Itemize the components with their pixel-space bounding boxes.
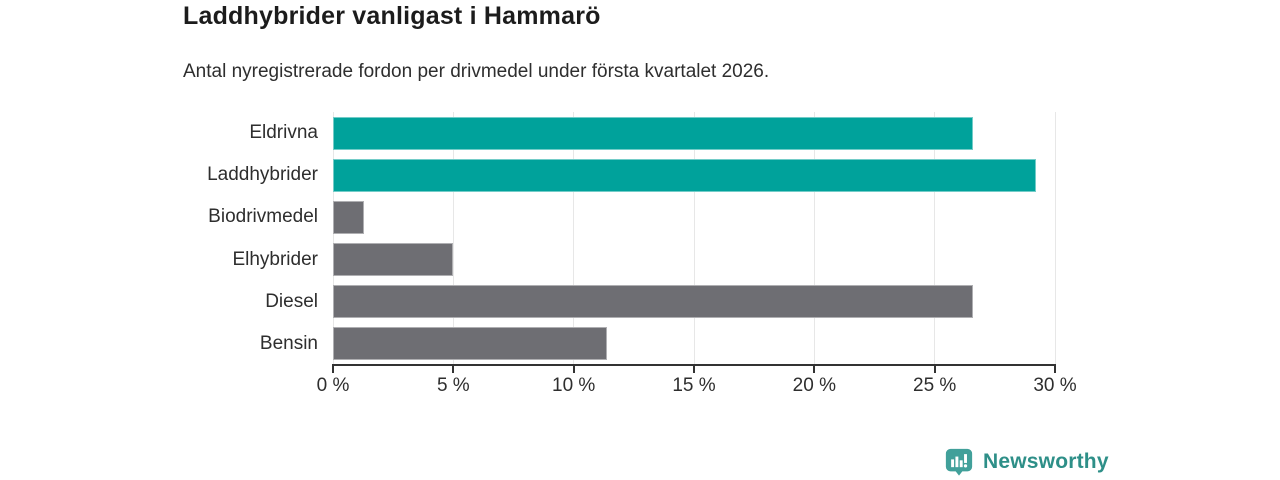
x-axis-line xyxy=(332,364,1056,366)
x-tick-label: 25 % xyxy=(913,375,957,396)
x-tick-label: 5 % xyxy=(436,375,470,396)
gridline xyxy=(934,112,936,364)
x-tick-label: 20 % xyxy=(792,375,836,396)
x-tick-label: 30 % xyxy=(1033,375,1077,396)
chart-title: Laddhybrider vanligast i Hammarö xyxy=(183,2,601,30)
x-tick-label: 15 % xyxy=(672,375,716,396)
category-label: Elhybrider xyxy=(232,248,318,270)
x-tick xyxy=(693,366,695,373)
x-tick xyxy=(572,366,575,373)
x-tick-label: 0 % xyxy=(316,375,350,396)
chart-subtitle: Antal nyregistrerade fordon per drivmede… xyxy=(183,61,770,82)
gridline xyxy=(1054,112,1056,364)
gridline xyxy=(452,112,454,364)
newsworthy-logo-text: Newsworthy xyxy=(983,450,1109,473)
bar-chart-badge-icon xyxy=(944,447,974,477)
gridline xyxy=(332,112,334,364)
category-label: Eldrivna xyxy=(249,122,318,144)
category-label: Laddhybrider xyxy=(207,164,318,186)
x-tick xyxy=(1054,366,1056,373)
bar xyxy=(333,200,365,234)
category-label: Bensin xyxy=(259,332,318,354)
bar xyxy=(333,116,974,150)
x-tick xyxy=(813,366,816,373)
bar xyxy=(333,243,454,277)
gridline xyxy=(693,112,695,364)
category-label: Diesel xyxy=(265,290,318,312)
x-tick xyxy=(332,366,334,373)
category-label: Biodrivmedel xyxy=(208,206,318,228)
x-tick xyxy=(452,366,455,373)
bar xyxy=(333,327,608,361)
gridline xyxy=(813,112,815,364)
bar xyxy=(333,285,974,319)
x-tick-label: 10 % xyxy=(552,375,596,396)
gridline xyxy=(573,112,575,364)
newsworthy-logo[interactable]: Newsworthy xyxy=(944,447,1109,477)
x-tick xyxy=(933,366,936,373)
bar xyxy=(333,158,1036,192)
